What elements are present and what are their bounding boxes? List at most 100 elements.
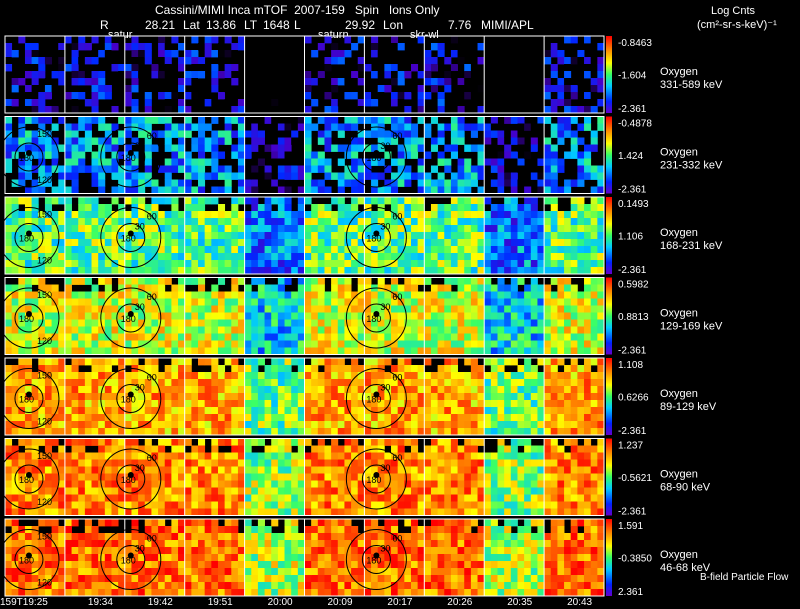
heatmap-cell (104, 298, 112, 306)
heatmap-cell (11, 50, 19, 58)
heatmap-cell (284, 130, 292, 138)
heatmap-cell (91, 393, 99, 401)
heatmap-cell (251, 218, 259, 226)
heatmap-cell (470, 407, 478, 415)
heatmap-cell (58, 407, 66, 415)
heatmap-cell (324, 123, 332, 131)
heatmap-cell (497, 239, 505, 247)
heatmap-cell (410, 284, 419, 292)
heatmap-cell (504, 172, 512, 180)
heatmap-cell (317, 452, 325, 460)
heatmap-cell (557, 445, 565, 453)
heatmap-cell (144, 414, 152, 422)
heatmap-cell (5, 137, 13, 145)
heatmap-cell (111, 267, 119, 275)
heatmap-cell (397, 372, 405, 380)
heatmap-cell (331, 386, 339, 394)
heatmap-cell (417, 186, 425, 194)
heatmap-cell (151, 225, 159, 233)
heatmap-cell (570, 246, 578, 254)
heatmap-cell (544, 501, 552, 509)
heatmap-cell (577, 123, 585, 131)
heatmap-cell (424, 445, 432, 453)
heatmap-cell (138, 246, 146, 254)
heatmap-cell (391, 239, 399, 247)
heatmap-cell (237, 151, 245, 159)
heatmap-cell (477, 340, 485, 348)
heatmap-cell (91, 319, 99, 327)
heatmap-cell (291, 64, 299, 72)
heatmap-cell (317, 459, 325, 467)
heatmap-cell (557, 123, 565, 131)
heatmap-cell (450, 326, 458, 334)
heatmap-cell (530, 211, 538, 219)
heatmap-cell (417, 172, 425, 180)
heatmap-cell (371, 414, 379, 422)
heatmap-cell (264, 253, 272, 261)
heatmap-cell (244, 144, 252, 152)
heatmap-cell (104, 211, 112, 219)
heatmap-cell (504, 116, 512, 124)
heatmap-cell (58, 501, 66, 509)
heatmap-cell (277, 144, 285, 152)
heatmap-cell (78, 487, 86, 495)
heatmap-cell (297, 246, 305, 254)
heatmap-cell (331, 144, 339, 152)
heatmap-cell (484, 452, 492, 460)
heatmap-cell (317, 116, 325, 124)
heatmap-cell (477, 452, 485, 460)
heatmap-cell (38, 64, 46, 72)
heatmap-cell (524, 445, 532, 453)
heatmap-cell (217, 407, 226, 415)
heatmap-cell (304, 151, 312, 159)
heatmap-cell (530, 225, 538, 233)
heatmap-cell (98, 365, 106, 373)
heatmap-cell (178, 253, 186, 261)
heatmap-cell (550, 204, 558, 212)
heatmap-cell (178, 333, 186, 341)
heatmap-cell (524, 347, 532, 355)
heatmap-cell (111, 508, 119, 516)
heatmap-cell (71, 298, 79, 306)
heatmap-cell (417, 246, 425, 254)
heatmap-cell (397, 267, 405, 275)
heatmap-cell (251, 186, 259, 194)
heatmap-cell (5, 508, 13, 516)
heatmap-cell (51, 239, 59, 247)
heatmap-cell (597, 365, 605, 373)
heatmap-cell (484, 246, 492, 254)
heatmap-cell (597, 340, 605, 348)
heatmap-cell (417, 204, 425, 212)
heatmap-cell (344, 78, 352, 86)
heatmap-cell (44, 473, 52, 481)
heatmap-cell (497, 211, 505, 219)
heatmap-cell (118, 438, 126, 446)
heatmap-cell (510, 452, 518, 460)
heatmap-cell (430, 445, 439, 453)
heatmap-cell (111, 106, 119, 114)
heatmap-cell (317, 298, 325, 306)
heatmap-cell (331, 211, 339, 219)
heatmap-cell (317, 358, 325, 366)
heatmap-cell (284, 340, 292, 348)
heatmap-cell (164, 372, 172, 380)
heatmap-cell (337, 312, 345, 320)
heatmap-cell (351, 480, 359, 488)
heatmap-cell (324, 253, 332, 261)
heatmap-cell (231, 379, 239, 387)
heatmap-cell (198, 333, 206, 341)
heatmap-cell (397, 466, 405, 474)
heatmap-cell (204, 158, 212, 166)
heatmap-cell (391, 197, 399, 205)
heatmap-cell (38, 459, 46, 467)
heatmap-cell (530, 123, 538, 131)
heatmap-cell (584, 225, 592, 233)
heatmap-cell (78, 421, 86, 429)
heatmap-cell (158, 305, 166, 313)
heatmap-cell (510, 204, 518, 212)
heatmap-cell (437, 326, 445, 334)
heatmap-cell (464, 466, 472, 474)
heatmap-cell (497, 165, 505, 173)
heatmap-cell (391, 305, 399, 313)
heatmap-cell (264, 218, 272, 226)
